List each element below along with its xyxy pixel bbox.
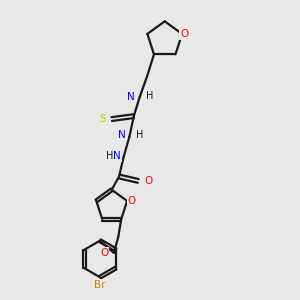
Text: N: N — [127, 92, 134, 102]
Text: O: O — [180, 29, 189, 39]
Text: S: S — [99, 114, 106, 124]
Text: H: H — [136, 130, 143, 140]
Text: H: H — [106, 151, 113, 161]
Text: Br: Br — [94, 280, 106, 290]
Text: H: H — [146, 91, 154, 100]
Text: N: N — [118, 130, 126, 140]
Text: O: O — [144, 176, 152, 186]
Text: O: O — [128, 196, 136, 206]
Text: O: O — [100, 248, 109, 258]
Text: N: N — [113, 151, 121, 161]
